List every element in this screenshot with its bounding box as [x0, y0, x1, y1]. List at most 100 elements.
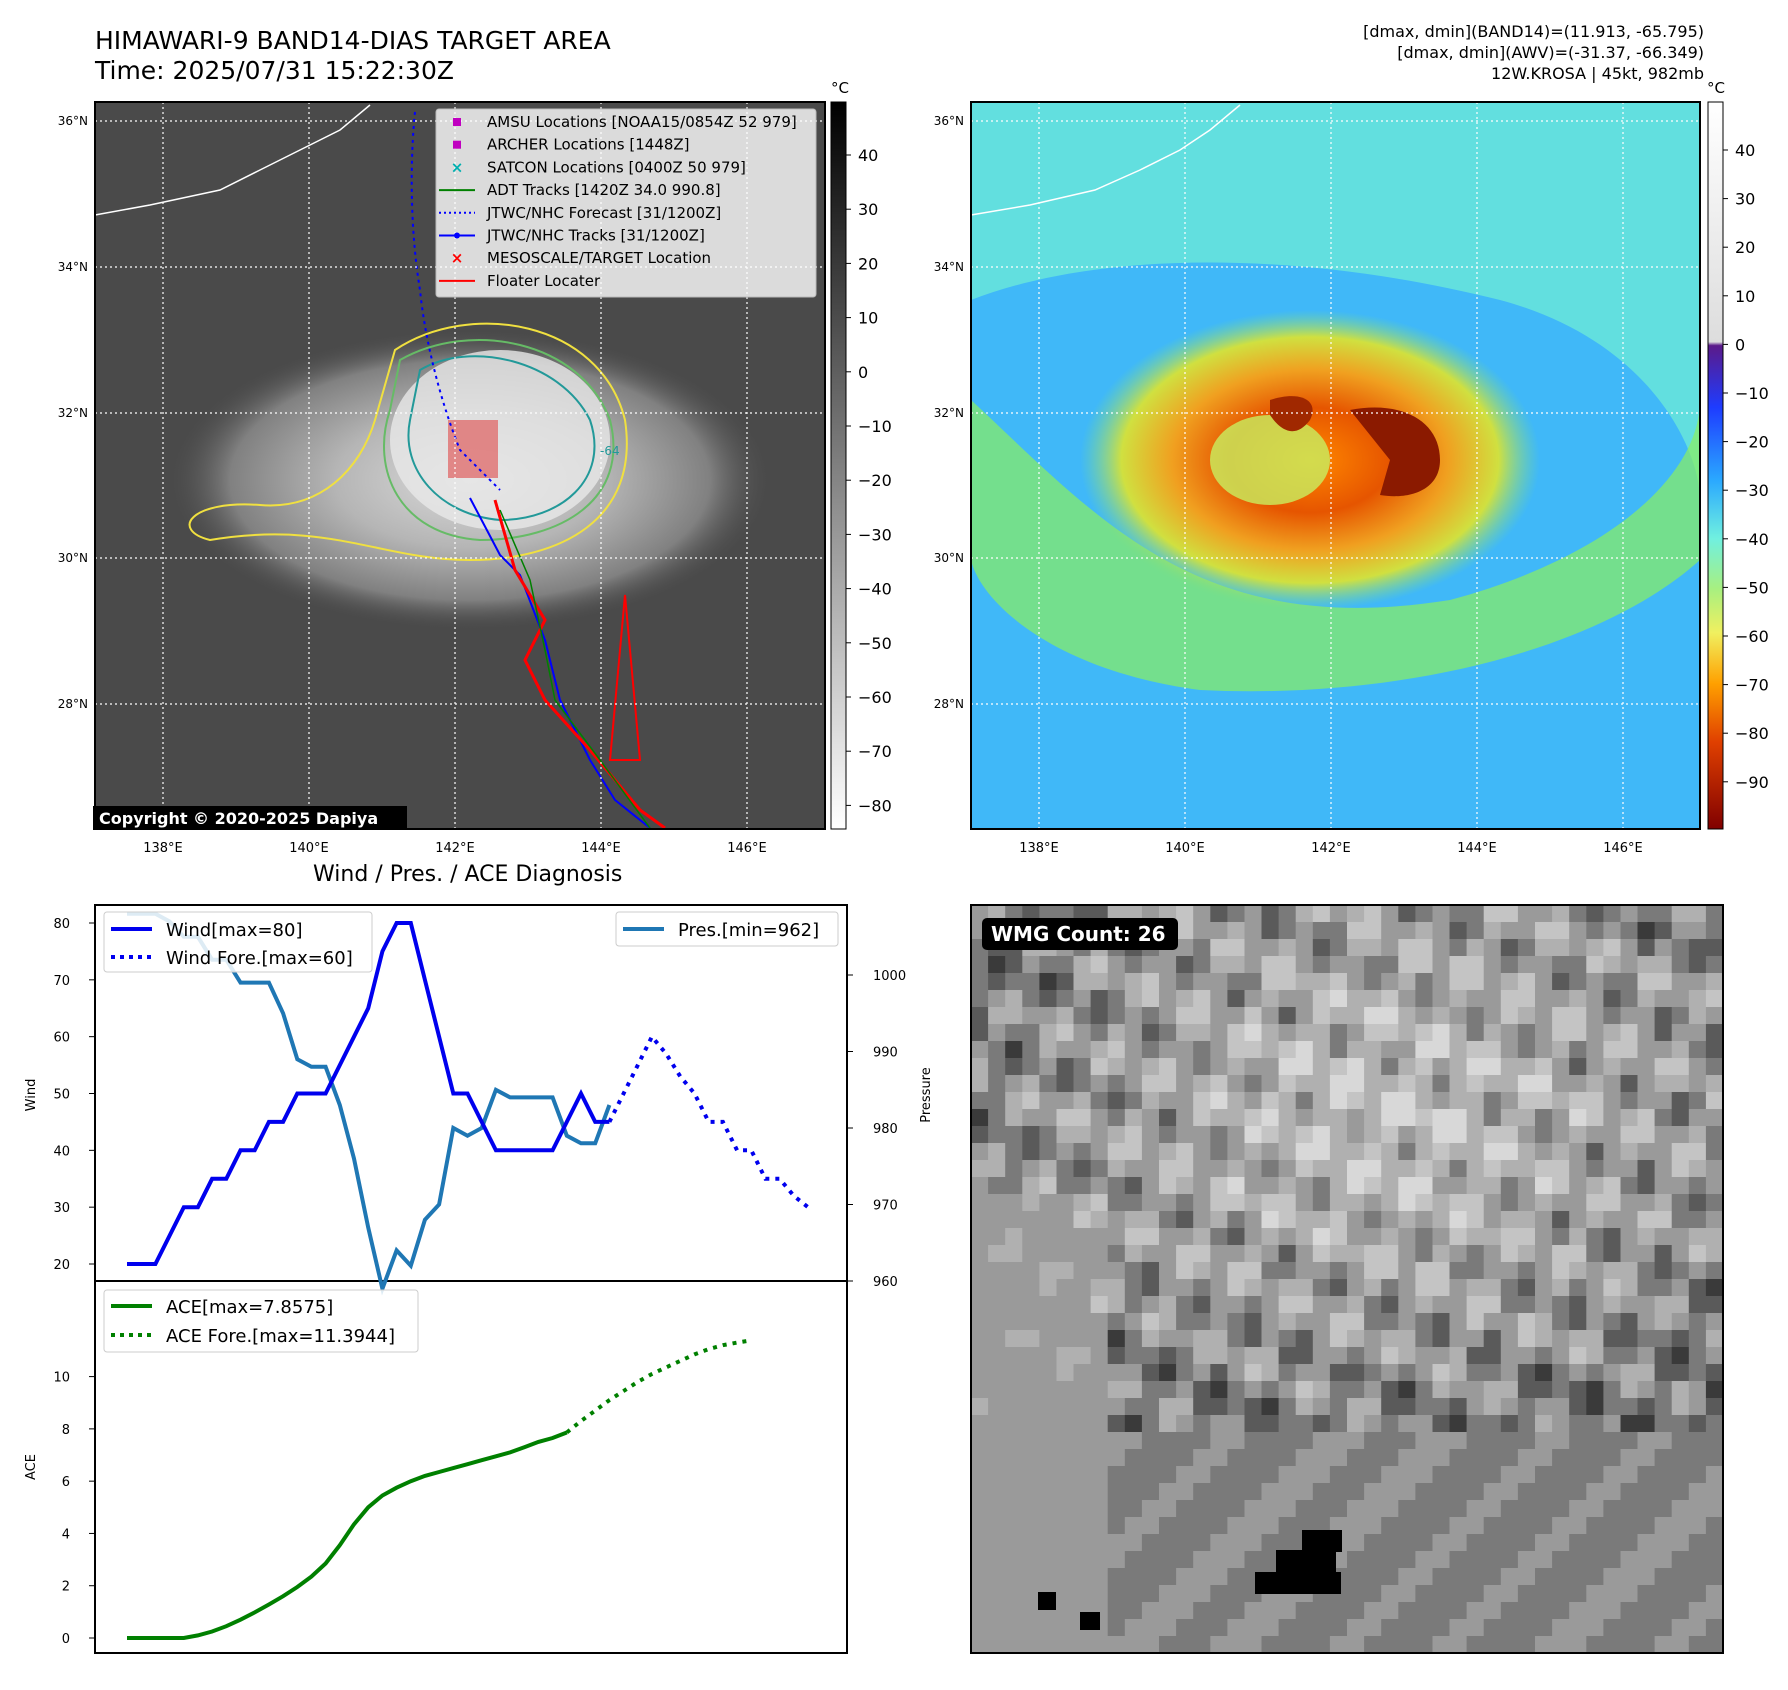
wmg-cell	[1432, 1347, 1451, 1365]
wmg-cell	[1329, 1092, 1348, 1110]
wmg-cell	[1637, 1245, 1656, 1263]
wmg-cell	[1022, 1449, 1040, 1467]
wmg-cell	[1552, 1466, 1570, 1484]
wmg-cell	[1415, 1228, 1433, 1246]
wmg-cell	[1654, 1313, 1673, 1331]
wmg-cell	[1124, 1228, 1143, 1246]
wmg-cell	[1637, 956, 1656, 974]
wmg-cell	[1227, 1245, 1245, 1263]
ace-tick-label: 2	[62, 1580, 70, 1595]
wmg-cell	[1466, 1024, 1485, 1042]
wmg-cell	[1227, 1041, 1245, 1059]
wmg-cell	[1517, 1466, 1536, 1484]
wmg-cell	[1466, 1381, 1485, 1399]
wmg-cell	[1569, 1058, 1587, 1076]
wmg-cell	[1312, 1619, 1331, 1637]
wmg-cell	[1603, 1007, 1621, 1025]
wmg-cell	[1483, 939, 1502, 957]
wmg-cell	[1705, 1024, 1724, 1042]
wmg-cell	[1261, 1602, 1280, 1620]
wmg-cell	[1637, 1092, 1656, 1110]
wmg-cell	[988, 1024, 1006, 1042]
wmg-cell	[1193, 922, 1211, 940]
wmg-cell	[1381, 1330, 1399, 1348]
wmg-cell	[1227, 1160, 1245, 1178]
wmg-cell	[1227, 973, 1245, 991]
wmg-cell	[1244, 1296, 1263, 1314]
wmg-cell	[1193, 1109, 1211, 1127]
wmg-cell	[988, 1228, 1006, 1246]
wmg-cell	[1603, 1177, 1621, 1195]
wmg-cell	[1432, 1449, 1451, 1467]
wmg-cell	[1176, 1568, 1194, 1586]
wmg-cell	[1535, 905, 1553, 923]
wmg-cell	[1364, 1466, 1382, 1484]
wmg-cell	[1261, 939, 1280, 957]
ir-lon-tick: 140°E	[289, 841, 329, 856]
wmg-cell	[1193, 1075, 1211, 1093]
wmg-cell	[1364, 922, 1382, 940]
wmg-cell	[1124, 1126, 1143, 1144]
wmg-cell	[1193, 1211, 1211, 1229]
wmg-cell	[1517, 1517, 1536, 1535]
wmg-cell	[1637, 1279, 1656, 1297]
wmg-cell	[1141, 1517, 1160, 1535]
wmg-cell	[1005, 1041, 1023, 1059]
wmg-cell	[1586, 1551, 1604, 1569]
wmg-cell	[971, 1449, 989, 1467]
wmg-cell	[1039, 1279, 1057, 1297]
wmg-cell	[1671, 1364, 1690, 1382]
wmg-cell	[1637, 1109, 1656, 1127]
wmg-cell	[1210, 1007, 1228, 1025]
wmg-cell	[1278, 1092, 1297, 1110]
wmg-cell	[1329, 1432, 1348, 1450]
wmg-cell	[1056, 1636, 1075, 1654]
wmg-cell	[1637, 1041, 1656, 1059]
wmg-cell	[1159, 1058, 1177, 1076]
wmg-cell	[1227, 1568, 1245, 1586]
wmg-cell	[1210, 1211, 1228, 1229]
wmg-cell	[1671, 1075, 1690, 1093]
wmg-cell	[1364, 1619, 1382, 1637]
wmg-cell	[1398, 1364, 1416, 1382]
wmg-cell	[1227, 1602, 1245, 1620]
wmg-cell	[1278, 1160, 1297, 1178]
wmg-cell	[1449, 956, 1468, 974]
wmg-cell	[1210, 1619, 1228, 1637]
wmg-cell	[1381, 939, 1399, 957]
wmg-cell	[1261, 1211, 1280, 1229]
wmg-cell	[1312, 1381, 1331, 1399]
wmg-cell	[1381, 1177, 1399, 1195]
wmg-cell	[1654, 1058, 1673, 1076]
wmg-cell	[1603, 1517, 1621, 1535]
wmg-cell	[1312, 922, 1331, 940]
wmg-cell	[1056, 956, 1075, 974]
wmg-cell	[1295, 1177, 1314, 1195]
wmg-cell	[1278, 1466, 1297, 1484]
wmg-cell	[1381, 1517, 1399, 1535]
wmg-cell	[1124, 1262, 1143, 1280]
wmg-cell	[1569, 1466, 1587, 1484]
ace-legend-box	[103, 1289, 419, 1353]
wmg-cell	[1210, 1296, 1228, 1314]
wmg-cell	[971, 1296, 989, 1314]
wmg-cell	[1039, 1517, 1057, 1535]
wmg-cell	[1347, 973, 1365, 991]
wmg-cell	[1552, 1058, 1570, 1076]
chart-title-line2: Time: 2025/07/31 15:22:30Z	[95, 56, 454, 85]
wmg-cell	[1705, 905, 1724, 923]
wmg-cell	[1364, 1160, 1382, 1178]
wmg-cell	[1176, 1228, 1194, 1246]
wmg-cell	[1210, 1160, 1228, 1178]
wmg-cell	[1107, 1126, 1126, 1144]
wmg-cell	[1124, 1160, 1143, 1178]
legend-label: SATCON Locations [0400Z 50 979]	[487, 158, 746, 176]
wmg-cell	[1552, 1092, 1570, 1110]
wmg-cell	[1398, 973, 1416, 991]
wmg-cell	[1432, 1211, 1451, 1229]
wmg-cell	[1090, 1296, 1109, 1314]
wmg-cell	[1415, 1585, 1433, 1603]
wmg-cell	[1449, 1398, 1468, 1416]
wmg-cell	[1688, 1262, 1707, 1280]
wmg-cell	[1688, 1534, 1707, 1552]
